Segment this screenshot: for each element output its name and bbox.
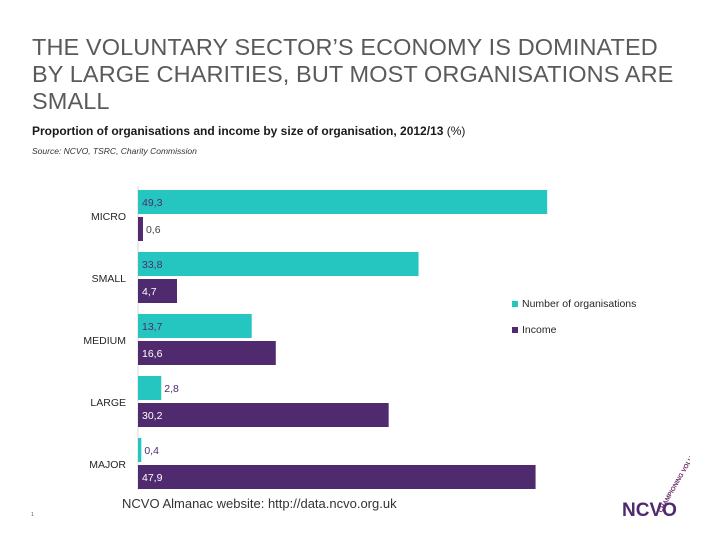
bar-income-medium	[138, 341, 276, 365]
slide-title: THE VOLUNTARY SECTOR’S ECONOMY IS DOMINA…	[32, 34, 674, 114]
page-number: 1	[31, 512, 34, 518]
legend-swatch-organisations	[512, 301, 518, 307]
category-label-small: SMALL	[92, 273, 127, 285]
bar-income-small	[138, 279, 178, 303]
bar-organisations-major	[138, 438, 142, 462]
legend-label-income: Income	[522, 324, 557, 336]
bar-organisations-small	[138, 252, 419, 276]
ncvo-logo: CHAMPIONING VOLUNTARY ACTION NCVO	[622, 440, 690, 520]
category-label-micro: MICRO	[91, 211, 126, 223]
category-label-large: LARGE	[90, 397, 126, 409]
data-label-income-major: 47,9	[142, 472, 163, 484]
chart-legend: Number of organisations Income	[512, 297, 636, 349]
data-label-organisations-large: 2,8	[164, 383, 179, 395]
bar-income-micro	[138, 217, 143, 241]
chart-subtitle: Proportion of organisations and income b…	[32, 124, 465, 138]
data-label-income-micro: 0,6	[146, 224, 161, 236]
subtitle-text: Proportion of organisations and income b…	[32, 124, 444, 138]
data-label-organisations-medium: 13,7	[142, 321, 163, 333]
data-label-income-small: 4,7	[142, 286, 157, 298]
data-label-organisations-major: 0,4	[144, 445, 159, 457]
almanac-link[interactable]: NCVO Almanac website: http://data.ncvo.o…	[122, 496, 397, 511]
legend-swatch-income	[512, 327, 518, 333]
bar-organisations-medium	[138, 314, 252, 338]
legend-item-organisations: Number of organisations	[512, 297, 636, 311]
data-label-organisations-small: 33,8	[142, 259, 163, 271]
legend-item-income: Income	[512, 323, 636, 337]
bar-income-large	[138, 403, 389, 427]
legend-label-organisations: Number of organisations	[522, 298, 637, 310]
category-label-major: MAJOR	[89, 459, 126, 471]
data-label-organisations-micro: 49,3	[142, 197, 163, 209]
bar-income-major	[138, 465, 536, 489]
data-label-income-large: 30,2	[142, 410, 163, 422]
subtitle-units: (%)	[443, 124, 466, 138]
source-note: Source: NCVO, TSRC, Charity Commission	[32, 146, 197, 156]
data-label-income-medium: 16,6	[142, 348, 163, 360]
category-label-medium: MEDIUM	[83, 335, 126, 347]
bar-organisations-micro	[138, 190, 548, 214]
bar-organisations-large	[138, 376, 162, 400]
logo-wordmark: NCVO	[622, 500, 677, 520]
